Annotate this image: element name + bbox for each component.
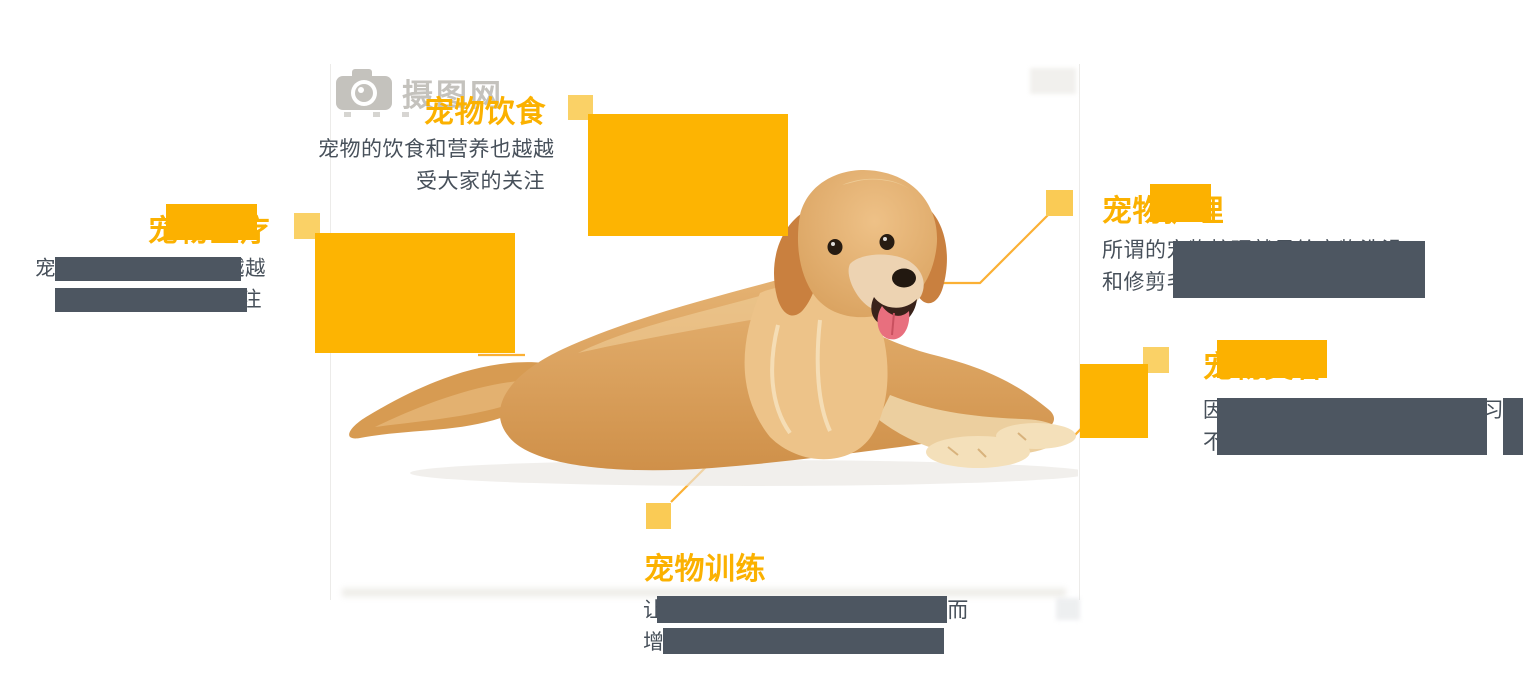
stock-site-watermark: 摄图网 [334,66,504,115]
redaction-box [1150,184,1211,222]
training-title: 宠物训练 [644,552,766,587]
redaction-box [1217,398,1487,455]
faint-watermark-artifact [1030,68,1076,94]
redaction-box [55,288,247,312]
photo-edge-smudge [342,588,1066,597]
diet-title: 宠物饮食 [424,95,546,130]
diet-desc-line1: 宠物的饮食和营养也越越 [318,137,555,161]
redaction-box [55,257,241,281]
block-rect-diet [588,114,788,236]
redaction-box [663,628,944,654]
block-rect-medical [315,233,515,353]
marker-square-grooming [1046,190,1073,216]
redaction-box [1503,398,1523,455]
faint-gray-artifact [1056,598,1080,620]
diet-desc-line2: 受大家的关注 [416,169,545,193]
redaction-box [657,596,947,623]
redaction-box [1217,340,1327,378]
golden-retriever-image [349,169,1078,486]
marker-square-training [646,503,671,529]
redaction-box [1173,241,1425,298]
redaction-box [166,204,257,240]
block-square-beauty [1080,364,1148,438]
watermark-sub-marks [344,112,409,117]
watermark-brand: 摄图网 [402,78,504,114]
camera-icon [336,69,392,110]
